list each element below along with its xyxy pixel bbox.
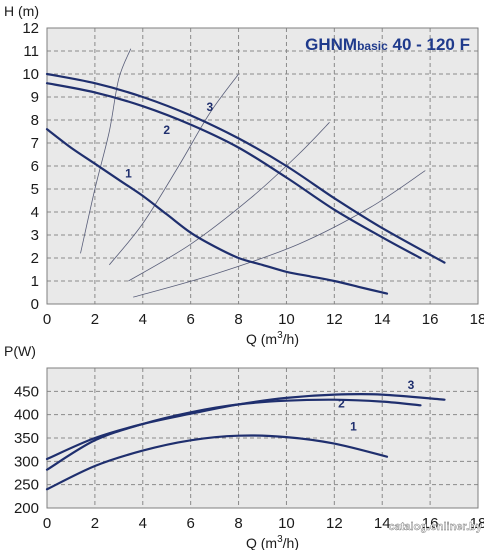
series-label-1: 1 [350, 420, 357, 434]
x-tick-label: 12 [326, 311, 343, 328]
x-tick-label: 18 [470, 311, 484, 328]
y-tick-label: 2 [31, 250, 39, 267]
chart-title: GHNMbasic 40 - 120 F [305, 35, 470, 54]
x-tick-label: 4 [139, 515, 147, 532]
x-tick-label: 18 [470, 515, 484, 532]
y-tick-label: 300 [14, 453, 39, 470]
x-tick-label: 10 [278, 311, 295, 328]
x-tick-label: 6 [186, 311, 194, 328]
x-tick-label: 4 [139, 311, 147, 328]
y-tick-label: 200 [14, 500, 39, 517]
x-tick-label: 10 [278, 515, 295, 532]
series-label-3: 3 [206, 100, 213, 114]
plot-frame [46, 27, 479, 305]
x-tick-label: 0 [43, 515, 51, 532]
y-tick-label: 0 [31, 296, 39, 313]
y-tick-label: 450 [14, 383, 39, 400]
y-tick-label: 250 [14, 477, 39, 494]
series-label-1: 1 [125, 167, 132, 181]
y-tick-label: 400 [14, 407, 39, 424]
y-tick-label: 4 [31, 204, 39, 221]
y-tick-label: 11 [23, 43, 39, 60]
system-curve [133, 170, 426, 298]
y-tick-label: 350 [14, 430, 39, 447]
x-axis-title: Q (m3/h) [246, 330, 299, 347]
y-tick-label: 12 [22, 20, 39, 37]
x-tick-label: 16 [422, 311, 439, 328]
y-tick-label: 10 [22, 66, 39, 83]
power-flow-chart: 0 2 4 6 8 10 12 14 16 18200250300350400450123P(W)… [4, 343, 484, 550]
y-tick-label: 5 [31, 181, 39, 198]
series-line-2 [45, 82, 422, 260]
y-tick-label: 6 [31, 158, 39, 175]
series-label-3: 3 [408, 378, 415, 392]
y-tick-label: 8 [31, 112, 39, 129]
y-tick-label: 1 [31, 273, 39, 290]
series-label-2: 2 [163, 123, 170, 137]
x-tick-label: 8 [234, 311, 242, 328]
x-tick-label: 2 [91, 311, 99, 328]
x-axis-title: Q (m3/h) [246, 534, 299, 550]
x-tick-label: 2 [91, 515, 99, 532]
x-tick-label: 16 [422, 515, 439, 532]
y-axis-title: P(W) [4, 343, 36, 359]
y-tick-label: 3 [31, 227, 39, 244]
x-tick-label: 0 [43, 311, 51, 328]
system-curve [128, 122, 330, 282]
watermark: catalog.onliner.by [388, 521, 482, 533]
y-tick-label: 9 [31, 89, 39, 106]
series-line-3 [45, 72, 446, 264]
series-line-1 [45, 434, 389, 491]
x-tick-label: 14 [374, 515, 391, 532]
series-line-1 [45, 128, 389, 295]
system-curve [108, 73, 239, 266]
x-tick-label: 8 [234, 515, 242, 532]
system-curve [80, 48, 132, 254]
series-label-2: 2 [338, 397, 345, 411]
x-tick-label: 14 [374, 311, 391, 328]
plot-frame [46, 367, 479, 509]
x-tick-label: 12 [326, 515, 343, 532]
x-tick-label: 6 [186, 515, 194, 532]
series-line-3 [45, 392, 446, 461]
y-tick-label: 7 [31, 135, 39, 152]
y-axis-title: H (m) [4, 3, 39, 19]
